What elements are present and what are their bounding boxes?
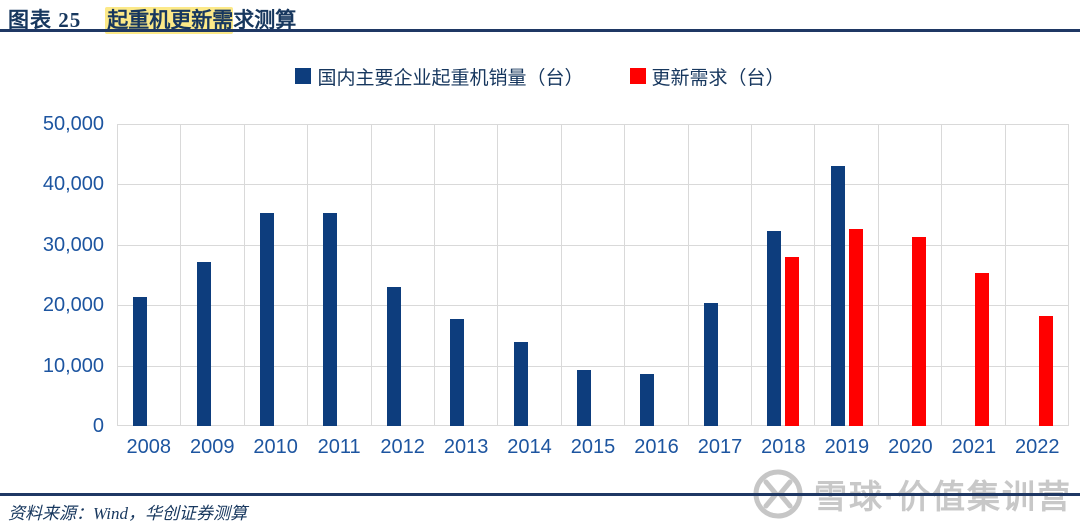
- footer-divider: [0, 493, 1080, 496]
- gridline-y-20000: [117, 305, 1069, 307]
- y-axis-labels: 50,000 40,000 30,000 20,000 10,000 0: [0, 113, 104, 437]
- legend-item-sales: 国内主要企业起重机销量（台）: [295, 63, 584, 90]
- x-axis-labels: 2008 2009 2010 2011 2012 2013 2014 2015 2016 2017…: [117, 436, 1069, 462]
- y-tick-label: 10,000: [42, 354, 104, 377]
- y-tick-label: 50,000: [42, 113, 104, 135]
- header-divider: [0, 29, 1080, 32]
- x-tick-label-2011: 2011: [317, 436, 361, 458]
- bar-2011-sales: [323, 212, 338, 426]
- legend-item-renewal: 更新需求（台）: [629, 63, 785, 90]
- x-tick-label-2013: 2013: [443, 436, 489, 458]
- bar-2019-renewal: [848, 228, 863, 426]
- legend-swatch-sales-icon: [295, 68, 312, 84]
- plot-area: [117, 124, 1070, 426]
- bar-2009-sales: [196, 261, 211, 426]
- bar-2008-sales: [133, 297, 148, 426]
- category-column-2017: [687, 124, 751, 426]
- y-tick-label: 20,000: [42, 294, 104, 317]
- x-tick-label-2019: 2019: [824, 436, 870, 458]
- category-column-2022: [1004, 124, 1070, 426]
- source-note: 资料来源：Wind，华创证券测算: [8, 504, 247, 523]
- category-column-2015: [560, 124, 624, 426]
- category-column-2009: [180, 124, 243, 426]
- bar-2018-sales: [767, 230, 782, 426]
- bar-2012-sales: [386, 287, 401, 426]
- category-column-2012: [370, 124, 434, 426]
- figure-title: 起重机更新需求测算: [105, 4, 296, 34]
- gridline-y-50000: [117, 124, 1069, 125]
- bar-2019-sales: [830, 166, 845, 426]
- bar-2016-sales: [640, 374, 655, 426]
- x-tick-label-2008: 2008: [126, 436, 171, 458]
- legend-swatch-renewal-icon: [629, 68, 646, 84]
- figure-title-rest: 求测算: [233, 8, 297, 32]
- x-tick-label-2009: 2009: [189, 436, 235, 458]
- bar-2021-renewal: [975, 272, 990, 426]
- bar-2010-sales: [260, 212, 275, 426]
- page-title: 图表 25 起重机更新需求测算: [8, 4, 296, 34]
- y-tick-label: 30,000: [42, 233, 104, 256]
- bar-2015-sales: [577, 370, 592, 426]
- x-tick-label-2021: 2021: [951, 436, 997, 458]
- category-column-2014: [497, 124, 560, 426]
- legend-label-renewal: 更新需求（台）: [651, 67, 785, 89]
- plot-columns: [117, 124, 1070, 426]
- category-column-2008: [117, 124, 180, 426]
- gridline-y-10000: [117, 365, 1069, 367]
- bar-2017-sales: [703, 303, 718, 426]
- chart-header: 图表 25 起重机更新需求测算: [0, 0, 1080, 34]
- x-tick-label-2012: 2012: [380, 436, 425, 458]
- category-column-2016: [624, 124, 687, 426]
- bar-2020-renewal: [912, 236, 927, 426]
- gridline-y-30000: [117, 244, 1069, 246]
- x-tick-label-2016: 2016: [634, 436, 679, 458]
- category-column-2018: [751, 124, 814, 426]
- gridline-y-40000: [117, 184, 1069, 186]
- figure-title-highlight: 起重机更新需: [105, 7, 234, 34]
- bar-2013-sales: [450, 319, 465, 426]
- x-tick-label-2020: 2020: [888, 436, 933, 458]
- y-tick-label: 0: [92, 415, 104, 437]
- x-tick-label-2022: 2022: [1015, 436, 1060, 458]
- x-tick-label-2017: 2017: [697, 436, 743, 458]
- bar-2022-renewal: [1038, 316, 1053, 426]
- category-column-2011: [307, 124, 370, 426]
- category-column-2021: [941, 124, 1004, 426]
- category-column-2019: [814, 124, 877, 426]
- gridline-y-0: [117, 425, 1069, 426]
- x-tick-label-2014: 2014: [507, 436, 552, 458]
- x-tick-label-2018: 2018: [761, 436, 806, 458]
- x-tick-label-2010: 2010: [253, 436, 298, 458]
- legend-label-sales: 国内主要企业起重机销量（台）: [317, 67, 584, 89]
- figure-number: 图表 25: [8, 8, 82, 32]
- x-tick-label-2015: 2015: [570, 436, 616, 458]
- category-column-2013: [434, 124, 497, 426]
- bar-2014-sales: [513, 342, 528, 426]
- category-column-2010: [243, 124, 307, 426]
- chart-legend: 国内主要企业起重机销量（台） 更新需求（台）: [0, 62, 1080, 90]
- bar-2018-renewal: [785, 257, 800, 426]
- y-tick-label: 40,000: [42, 173, 104, 196]
- category-column-2020: [877, 124, 941, 426]
